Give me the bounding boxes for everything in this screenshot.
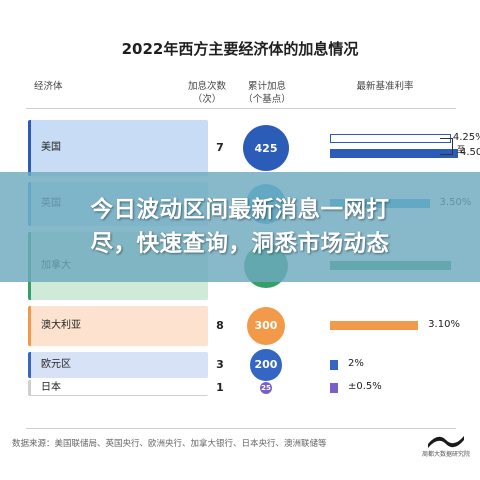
rate-bar-jp [330,383,338,393]
rate-bar-outline-us [330,134,451,143]
economy-name-us: 美国 [28,120,208,176]
header-divider [26,108,456,109]
hike-count-ez: 3 [216,358,224,371]
rate-label-high-us: 4.50% [460,147,480,158]
header-latest-rate: 最新基准利率 [356,81,414,92]
rate-bar-au [330,321,419,330]
rate-label-jp: ±0.5% [348,381,382,392]
brand-name: 周都大数据研究院 [421,451,470,458]
rate-bar-ez [330,360,338,370]
rate-label-au: 3.10% [428,319,460,330]
hike-count-au: 8 [216,319,224,332]
bps-bubble-jp: 25 [260,382,272,394]
header-cumulative-bps: 累计加息 （个基点） [243,81,291,105]
bps-bubble-ez: 200 [250,349,282,381]
hike-count-us: 7 [216,141,224,154]
economy-name-ez: 欧元区 [28,352,208,378]
footer-divider [26,428,456,429]
rate-range-bracket [440,138,453,155]
header-hike-count: 加息次数 （次） [187,81,226,105]
chart-title: 2022年西方主要经济体的加息情况 [121,40,359,58]
bps-bubble-au: 300 [246,306,286,346]
header-economy: 经济体 [34,81,63,92]
hike-count-jp: 1 [216,381,224,394]
economy-name-au: 澳大利亚 [28,306,208,346]
rate-label-low-us: 4.25% [452,132,480,143]
overlay-banner: 今日波动区间最新消息一网打 尽，快速查询，洞悉市场动态 [0,172,480,282]
economy-name-jp: 日本 [28,380,208,396]
banner-line-2: 尽，快速查询，洞悉市场动态 [90,231,390,257]
rate-label-ez: 2% [348,358,364,369]
brand-logo-icon [428,436,464,448]
rate-range-label: 至 [457,145,465,154]
banner-line-1: 今日波动区间最新消息一网打 [90,197,390,223]
rate-bar-us [330,149,458,158]
data-source-note: 数据来源：美国联储局、英国央行、欧洲央行、加拿大银行、日本央行、澳洲联储等 [12,439,327,449]
bps-bubble-us: 425 [243,125,289,171]
